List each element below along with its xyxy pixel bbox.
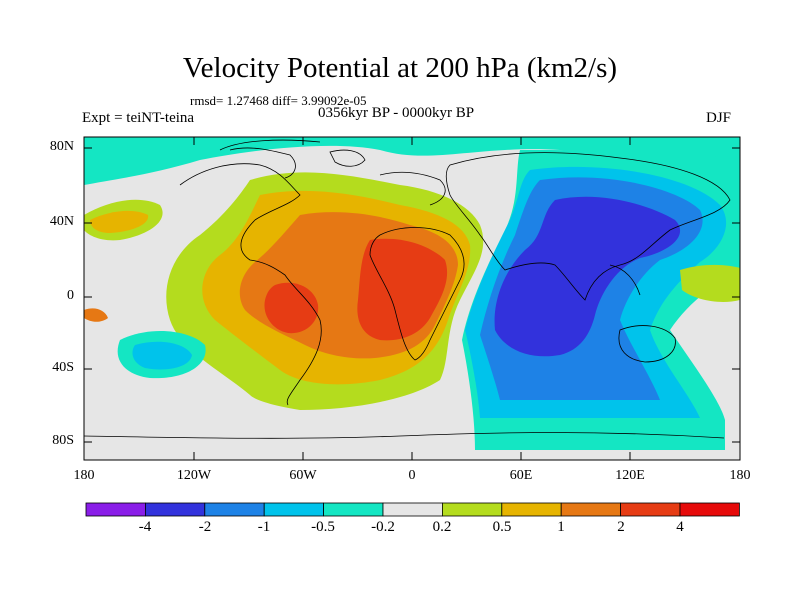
colorbar-label: 2 [617,519,625,535]
coastlines [84,139,731,439]
rmsd-diff-stats: rmsd= 1.27468 diff= 3.99092e-05 [190,93,367,108]
colorbar-swatch [501,502,562,517]
colorbar-swatch [441,502,503,517]
lon-ticks [193,137,631,460]
colorbar-swatch [560,502,622,517]
colorbar-swatch [679,502,740,517]
contour-positive-red-africa [357,238,448,341]
lon-tick-label: 120E [615,468,645,483]
experiment-label: Expt = teiNT-teina [82,110,195,126]
colorbar [85,502,740,517]
colorbar-swatch [85,502,146,517]
period-label: 0356kyr BP - 0000kyr BP [318,105,475,121]
lon-tick-label: 60E [509,468,533,483]
lon-tick-label: 180 [73,468,95,483]
contour-epacific-green [680,264,740,302]
lon-tick-label: 60W [289,468,317,483]
colorbar-label: -4 [138,519,152,535]
contour-field [84,137,740,460]
colorbar-swatch [204,502,265,517]
lat-tick-label: 40S [52,360,74,375]
colorbar-swatch [323,502,384,517]
colorbar-label: -1 [257,519,271,535]
contour-positive-red-samerica [264,282,319,334]
lon-tick-label: 180 [729,468,751,483]
map-title: Velocity Potential at 200 hPa (km2/s) [182,52,618,84]
contour-pacific-orange [90,210,149,233]
contour-arctic-teal [84,137,740,185]
colorbar-label: 0.5 [492,519,512,535]
colorbar-swatch [144,502,206,517]
lat-tick-label: 0 [67,288,74,303]
colorbar-swatch [263,502,325,517]
season-label: DJF [706,110,732,126]
colorbar-swatch [620,502,681,517]
colorbar-label: -0.5 [311,519,335,535]
colorbar-label: 4 [676,519,684,535]
lat-tick-label: 80N [49,139,74,154]
lat-ticks [84,147,740,443]
contour-edge-orange [84,308,108,322]
colorbar-swatch [382,502,443,517]
colorbar-label: -2 [198,519,212,535]
colorbar-label: 1 [557,519,565,535]
lon-tick-label: 120W [176,468,212,483]
contour-spacific-cyan [132,341,192,370]
lat-tick-label: 40N [49,214,74,229]
lon-tick-label: 0 [408,468,416,483]
contour-negative-darkblue [494,196,681,357]
colorbar-label: 0.2 [432,519,452,535]
lat-tick-label: 80S [52,433,74,448]
colorbar-label: -0.2 [371,519,395,535]
